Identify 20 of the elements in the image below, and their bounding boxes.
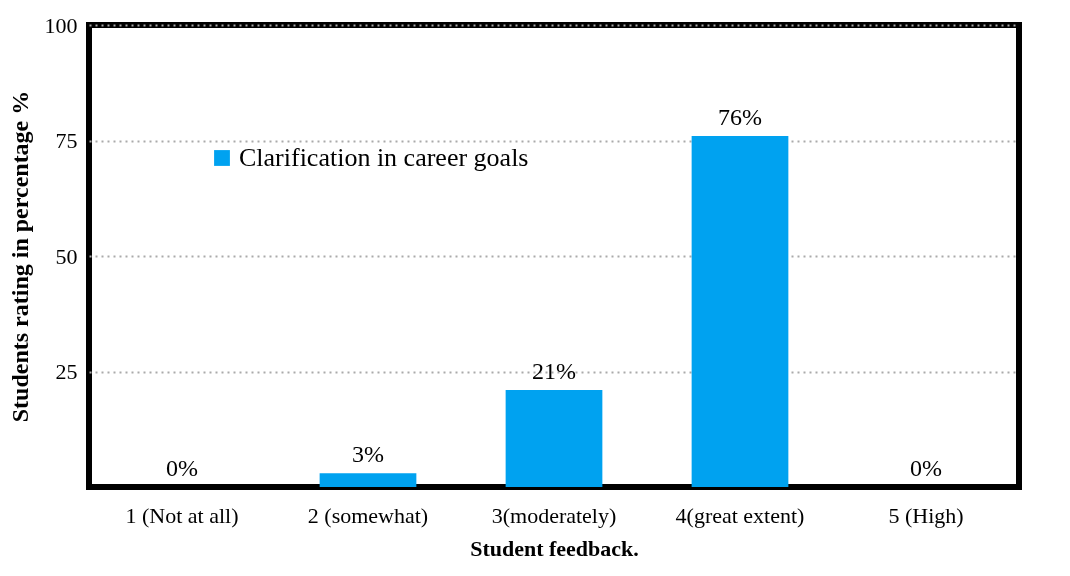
y-tick-label: 100 <box>44 12 78 38</box>
data-label: 3% <box>352 441 384 468</box>
data-label: 0% <box>166 455 198 481</box>
x-tick-label: 1 (Not at all) <box>125 502 239 528</box>
y-tick-label: 75 <box>55 128 78 153</box>
x-tick-label: 2 (somewhat) <box>307 502 429 528</box>
bar <box>319 473 417 487</box>
x-tick-label: 3(moderately) <box>491 502 617 528</box>
bar <box>505 389 603 487</box>
y-axis-title: Students rating in percentage % <box>6 90 33 423</box>
data-label: 76% <box>718 103 762 130</box>
legend-label: Clarification in career goals <box>239 143 529 172</box>
x-tick-label: 4(great extent) <box>675 502 805 528</box>
x-tick-label: 5 (High) <box>888 502 964 528</box>
x-axis-title: Student feedback. <box>470 535 639 561</box>
y-tick-label: 25 <box>55 359 78 384</box>
data-label: 21% <box>532 357 576 384</box>
data-label: 0% <box>910 455 942 481</box>
y-tick-label: 50 <box>55 243 78 269</box>
bar <box>691 135 789 487</box>
